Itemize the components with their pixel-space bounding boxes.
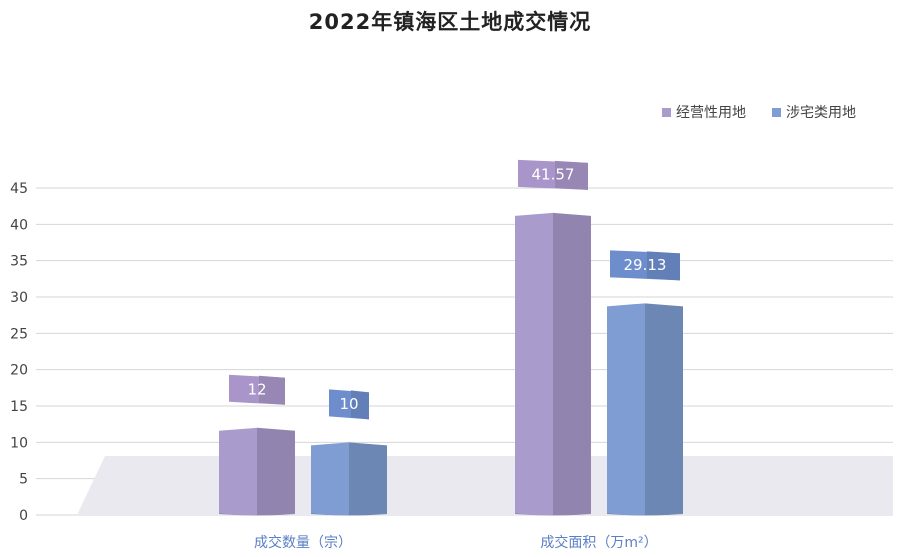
y-tick-label: 40 xyxy=(10,217,28,233)
bar-face-right xyxy=(645,303,683,516)
bar-face-left xyxy=(607,303,645,516)
data-label: 41.57 xyxy=(518,159,588,190)
data-label-text: 41.57 xyxy=(532,165,575,183)
data-label-text: 29.13 xyxy=(624,256,667,274)
grid xyxy=(36,187,893,516)
data-label-fold xyxy=(259,375,285,405)
data-label-fold xyxy=(351,390,369,420)
y-tick-label: 20 xyxy=(10,363,28,379)
legend-label-commercial: 经营性用地 xyxy=(676,105,746,121)
y-tick-label: 10 xyxy=(10,435,28,451)
data-label-text: 10 xyxy=(339,395,358,413)
legend-item-commercial: 经营性用地 xyxy=(662,102,746,122)
x-axis-label: 成交数量（宗） xyxy=(254,534,352,551)
y-tick-label: 35 xyxy=(10,254,28,270)
legend-swatch-residential xyxy=(772,107,781,117)
y-tick-label: 45 xyxy=(10,181,28,197)
bar xyxy=(219,427,295,516)
y-tick-label: 15 xyxy=(10,399,28,415)
data-label-fold xyxy=(555,160,588,190)
legend-label-residential: 涉宅类用地 xyxy=(786,105,856,121)
bar-face-left xyxy=(515,212,553,516)
bar-face-right xyxy=(553,212,591,516)
y-tick-label: 5 xyxy=(19,472,28,488)
bar-face-right xyxy=(349,442,387,516)
floor-band xyxy=(77,456,893,515)
bars: 12 10 41.57 29.13 xyxy=(219,159,683,516)
y-tick-label: 25 xyxy=(10,326,28,342)
legend-item-residential: 涉宅类用地 xyxy=(772,102,856,122)
data-label: 12 xyxy=(229,374,285,405)
y-axis-ticks: 0 5 10 15 20 25 30 35 40 45 xyxy=(10,181,28,524)
bar xyxy=(311,442,387,516)
bar xyxy=(607,303,683,516)
y-tick-label: 0 xyxy=(19,508,28,524)
bar-face-right xyxy=(257,427,295,516)
bar xyxy=(515,212,591,516)
data-label-text: 12 xyxy=(247,380,266,398)
x-axis-labels: 成交数量（宗） 成交面积（万m²） xyxy=(254,534,658,551)
data-label: 10 xyxy=(329,389,369,420)
legend-swatch-commercial xyxy=(662,107,671,117)
bar-face-left xyxy=(311,442,349,516)
chart-title: 2022年镇海区土地成交情况 xyxy=(308,10,592,34)
data-label-fold xyxy=(647,251,680,281)
x-axis-label: 成交面积（万m²） xyxy=(540,534,657,551)
data-label: 29.13 xyxy=(610,250,680,281)
y-tick-label: 30 xyxy=(10,290,28,306)
legend: 经营性用地 涉宅类用地 xyxy=(662,102,856,122)
bar-face-left xyxy=(219,427,257,516)
